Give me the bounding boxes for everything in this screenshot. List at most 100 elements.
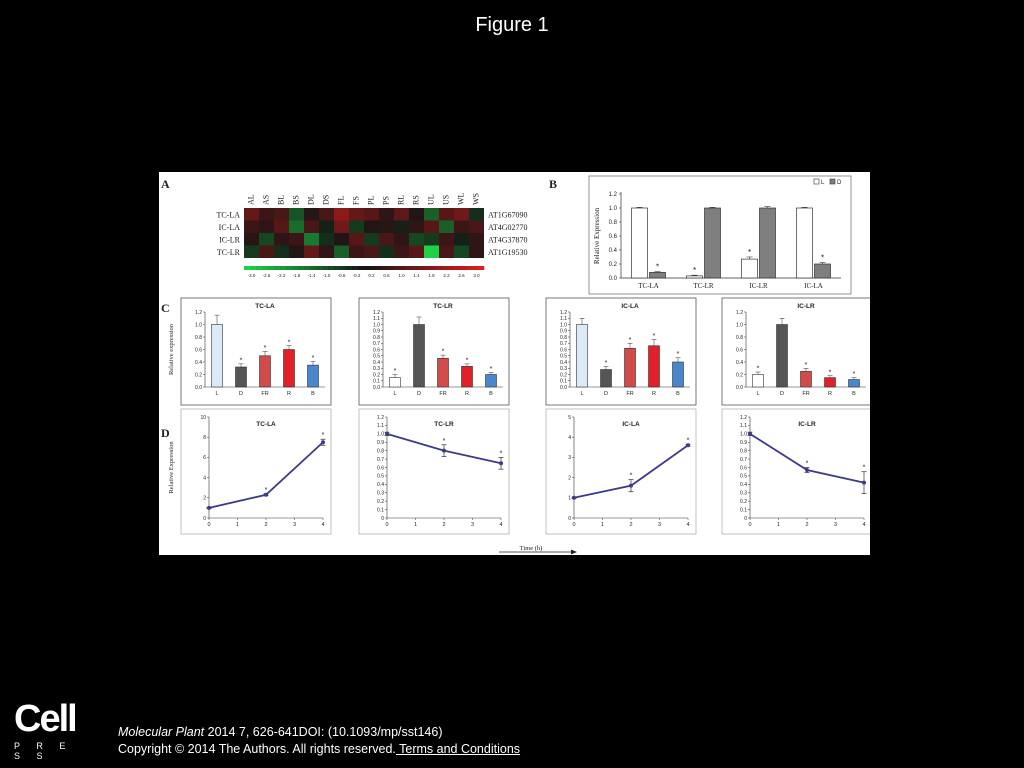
y-tick-label: 0.5 [377, 474, 384, 480]
heatmap-scale-swatch [448, 266, 455, 270]
x-tick-label: 0 [385, 522, 388, 528]
heatmap-cell [274, 220, 289, 233]
heatmap-cell [454, 220, 469, 233]
heatmap-cell [274, 208, 289, 221]
bar [631, 207, 648, 279]
y-tick-label: 0.8 [609, 220, 618, 226]
y-tick-label: 1.0 [740, 432, 747, 438]
heatmap-scale-swatch [322, 266, 329, 270]
heatmap-cell [454, 245, 469, 258]
y-tick-label: 0.0 [609, 276, 618, 282]
heatmap-scale-swatch [250, 266, 257, 270]
journal-name: Molecular Plant [118, 725, 205, 739]
x-tick-label: L [580, 391, 583, 397]
terms-link[interactable]: Terms and Conditions [395, 742, 521, 756]
y-tick-label: 0.2 [740, 499, 747, 505]
significance-star: * [288, 339, 291, 346]
significance-star: * [853, 371, 856, 378]
heatmap-scale-swatch [400, 266, 407, 270]
x-tick-label: B [311, 391, 315, 397]
x-tick-label: B [852, 391, 856, 397]
y-tick-label: 0.2 [195, 372, 202, 378]
y-tick-label: 0.8 [377, 448, 384, 454]
y-tick-label: 0.0 [560, 385, 567, 391]
heatmap-scale-swatch [310, 266, 317, 270]
x-tick-label: TC-LR [693, 282, 714, 290]
heatmap-scale-swatch [304, 266, 311, 270]
y-tick-label: 1.1 [740, 423, 747, 429]
heatmap-cell [319, 208, 334, 221]
heatmap-cell [274, 245, 289, 258]
y-tick-label: 0.0 [195, 385, 202, 391]
heatmap-cell [409, 245, 424, 258]
heatmap-scale-tick: -2.2 [278, 273, 286, 278]
heatmap-scale-swatch [382, 266, 389, 270]
y-tick-label: 0.1 [560, 379, 567, 385]
chart-title: IC-LR [798, 421, 816, 428]
y-tick-label: 0.2 [373, 372, 380, 378]
heatmap-scale-tick: 2.6 [458, 273, 465, 278]
significance-star: * [466, 357, 469, 364]
heatmap-cell [349, 208, 364, 221]
data-point [264, 492, 268, 497]
heatmap-cell [364, 245, 379, 258]
y-tick-label: 1.1 [373, 316, 380, 322]
x-tick-label: 0 [748, 522, 751, 528]
bar [624, 347, 636, 388]
x-tick-label: 4 [321, 522, 324, 528]
y-tick-label: 0.4 [609, 248, 618, 254]
heatmap-scale-swatch [328, 266, 335, 270]
heatmap-scale-tick: -0.2 [353, 273, 361, 278]
heatmap-scale-swatch [358, 266, 365, 270]
heatmap-scale-swatch [436, 266, 443, 270]
x-tick-label: L [393, 391, 396, 397]
heatmap-column-label: DS [322, 195, 331, 205]
y-tick-label: 0.2 [377, 499, 384, 505]
bar [576, 324, 588, 388]
heatmap-cell [304, 220, 319, 233]
significance-star: * [630, 473, 633, 480]
heatmap-scale-swatch [460, 266, 467, 270]
data-point [499, 461, 503, 466]
panel-b-frame [588, 175, 852, 295]
y-tick-label: 0.6 [373, 347, 380, 353]
y-tick-label: 0.3 [377, 491, 384, 497]
footer-citation: Molecular Plant 2014 7, 626-641DOI: (10.… [118, 724, 520, 758]
y-tick-label: 0.2 [736, 372, 743, 378]
chart-title: TC-LA [256, 421, 276, 428]
y-tick-label: 0.3 [560, 366, 567, 372]
y-tick-label: 0.4 [195, 360, 202, 366]
significance-star: * [500, 450, 503, 457]
y-tick-label: 0.8 [195, 335, 202, 341]
heatmap-cell [424, 233, 439, 246]
x-tick-label: 0 [572, 522, 575, 528]
x-tick-label: R [652, 391, 656, 397]
heatmap-cell [334, 208, 349, 221]
heatmap-column-label: FL [337, 196, 346, 205]
heatmap-cell [454, 208, 469, 221]
x-tick-label: IC-LR [749, 282, 768, 290]
y-tick-label: 0.3 [373, 366, 380, 372]
bar [752, 374, 764, 388]
x-tick-label: 2 [805, 522, 808, 528]
heatmap-scale-tick: -2.6 [263, 273, 271, 278]
significance-star: * [806, 461, 809, 468]
y-tick-label: 1.1 [560, 316, 567, 322]
bar [796, 207, 813, 279]
heatmap-cell [439, 208, 454, 221]
y-tick-label: 0.5 [373, 354, 380, 360]
y-tick-label: 1 [568, 496, 571, 502]
bar [485, 374, 497, 388]
y-tick-label: 1.2 [609, 192, 618, 198]
heatmap-cell [349, 245, 364, 258]
slide-title: Figure 1 [475, 14, 549, 36]
panel-d-frame [180, 408, 332, 535]
y-tick-label: 4 [203, 475, 206, 481]
heatmap-cell [364, 208, 379, 221]
heatmap-cell [469, 208, 484, 221]
heatmap-cell [274, 233, 289, 246]
y-tick-label: 1.0 [560, 322, 567, 328]
significance-star: * [265, 487, 268, 494]
legend-label: D [837, 180, 842, 186]
y-tick-label: 2 [568, 475, 571, 481]
